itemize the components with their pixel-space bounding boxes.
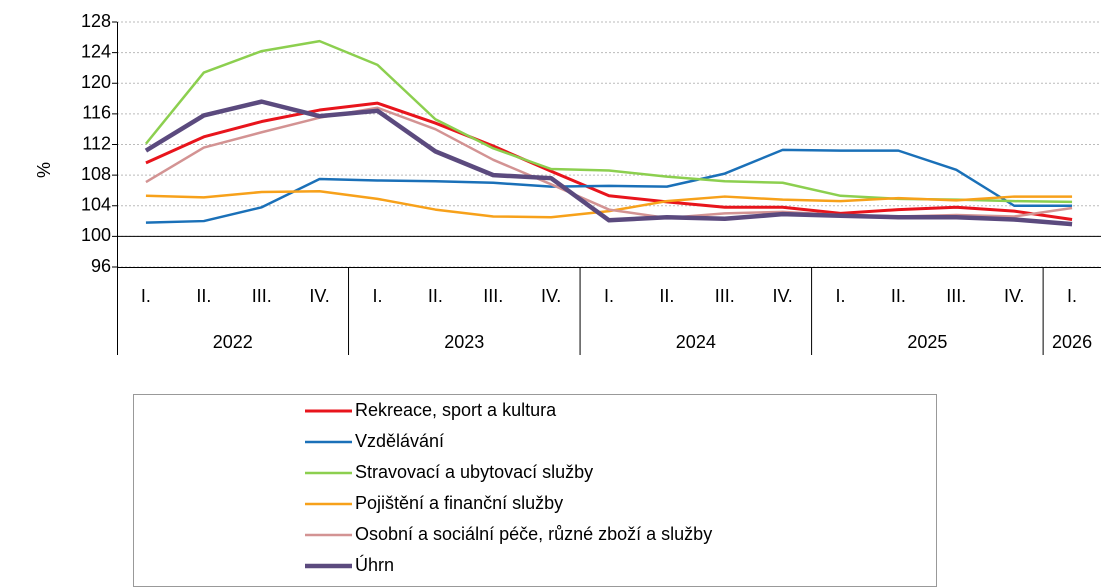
series-line xyxy=(144,39,1073,204)
y-tick-label: 100 xyxy=(81,225,111,245)
x-tick-label: III. xyxy=(483,286,503,306)
legend-label: Úhrn xyxy=(355,554,394,575)
series-line xyxy=(145,101,1073,222)
y-tick-label: 96 xyxy=(91,256,111,276)
legend-box xyxy=(133,394,937,587)
y-tick-label: 104 xyxy=(81,195,111,215)
series-line xyxy=(145,189,1073,219)
x-tick-label: III. xyxy=(946,286,966,306)
y-tick-label: 124 xyxy=(81,41,111,61)
series-line xyxy=(145,148,1073,224)
x-tick-label: II. xyxy=(659,286,674,306)
x-group-label: 2023 xyxy=(444,332,484,352)
y-tick-label: 116 xyxy=(82,103,111,123)
x-tick-label: I. xyxy=(604,286,614,306)
y-axis-label: % xyxy=(34,162,54,178)
x-tick-label: IV. xyxy=(541,286,561,306)
x-tick-label: I. xyxy=(836,286,846,306)
y-tick-label: 120 xyxy=(81,72,111,92)
x-tick-label: III. xyxy=(715,286,735,306)
legend-label: Stravovací a ubytovací služby xyxy=(355,462,593,482)
x-tick-label: II. xyxy=(891,286,906,306)
y-tick-label: 112 xyxy=(82,133,111,153)
y-tick-label: 128 xyxy=(81,11,111,31)
y-tick-label: 108 xyxy=(81,164,111,184)
legend-label: Vzdělávání xyxy=(355,431,444,451)
x-tick-label: IV. xyxy=(772,286,792,306)
x-tick-label: II. xyxy=(196,286,211,306)
x-tick-label: IV. xyxy=(309,286,329,306)
x-tick-label: III. xyxy=(252,286,272,306)
x-tick-label: I. xyxy=(1067,286,1077,306)
series-line xyxy=(144,99,1073,227)
legend-label: Osobní a sociální péče, různé zboží a sl… xyxy=(355,524,712,544)
legend-label: Pojištění a finanční služby xyxy=(355,493,563,513)
x-group-label: 2022 xyxy=(213,332,253,352)
x-group-label: 2026 xyxy=(1052,332,1092,352)
x-tick-label: I. xyxy=(141,286,151,306)
legend-label: Rekreace, sport a kultura xyxy=(355,400,557,420)
x-tick-label: IV. xyxy=(1004,286,1024,306)
x-group-label: 2025 xyxy=(907,332,947,352)
x-tick-label: I. xyxy=(372,286,382,306)
x-group-label: 2024 xyxy=(676,332,716,352)
x-tick-label: II. xyxy=(428,286,443,306)
